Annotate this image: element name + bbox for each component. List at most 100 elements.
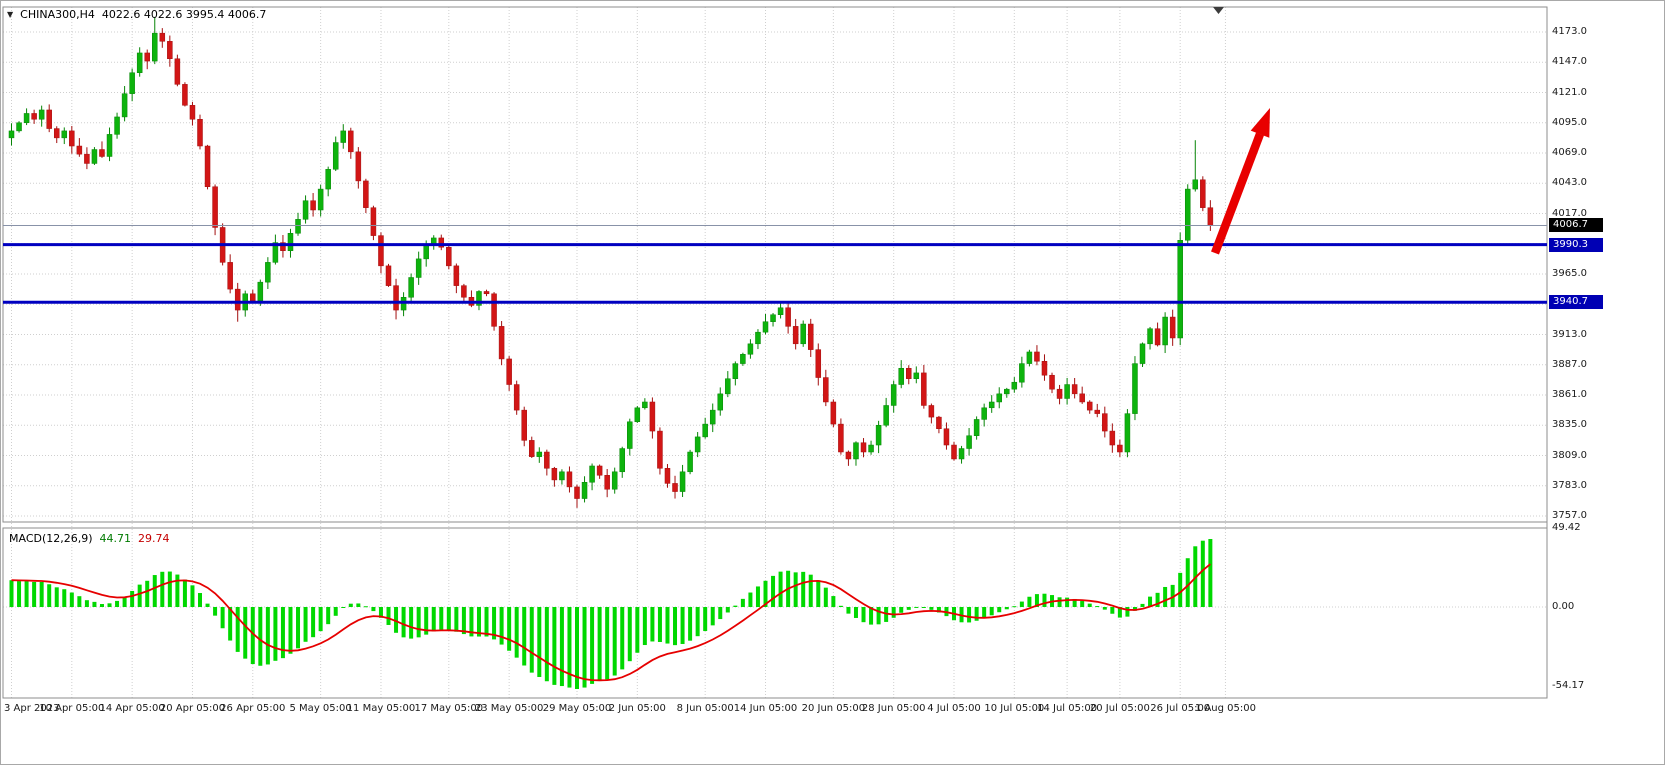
macd-histogram-bar (499, 607, 504, 645)
macd-layer (9, 539, 1213, 689)
candle-body (1124, 413, 1131, 453)
price-axis[interactable] (1548, 1, 1664, 699)
macd-histogram-bar (936, 607, 941, 613)
macd-histogram-bar (1042, 593, 1047, 607)
candle-body (725, 378, 731, 395)
macd-histogram-bar (537, 607, 542, 677)
candle-body (234, 288, 241, 311)
trend-arrow-shaft[interactable] (1211, 132, 1264, 255)
macd-histogram-bar (906, 607, 911, 610)
candle-body (566, 471, 573, 488)
macd-histogram-bar (620, 607, 625, 670)
chart-shift-marker-icon[interactable] (1213, 7, 1224, 14)
macd-histogram-bar (446, 607, 451, 630)
macd-histogram-bar (529, 607, 534, 673)
macd-histogram-bar (740, 598, 745, 607)
candle-body (197, 119, 203, 147)
candle-body (189, 105, 196, 120)
candle-body (272, 242, 279, 263)
macd-histogram-bar (122, 596, 127, 607)
macd-histogram-bar (137, 584, 142, 607)
price-badge-level: 3940.7 (1549, 295, 1603, 310)
date-tick-label: 3 Apr 2023 (4, 703, 60, 714)
price-tick-label: 4017.0 (1552, 207, 1587, 219)
macd-histogram-bar (575, 607, 579, 689)
date-tick-label: 1 Aug 05:00 (1194, 703, 1256, 714)
macd-histogram-bar (182, 579, 187, 607)
macd-histogram-bar (280, 607, 285, 659)
macd-histogram-bar (1178, 572, 1183, 607)
macd-histogram-bar (394, 607, 399, 633)
candle-body (385, 265, 392, 286)
candle-body (227, 262, 233, 290)
price-tick-label: 4173.0 (1552, 26, 1587, 37)
macd-signal-line (11, 563, 1211, 682)
macd-histogram-bar (175, 574, 180, 607)
candle-body (627, 421, 633, 449)
macd-histogram-bar (99, 604, 104, 607)
macd-histogram-bar (838, 605, 843, 607)
candle-body (1200, 179, 1206, 208)
annotations-layer[interactable] (1211, 7, 1270, 255)
macd-histogram-bar (1110, 607, 1115, 614)
macd-histogram-bar (1185, 558, 1190, 607)
macd-histogram-bar (755, 586, 760, 607)
candle-body (76, 145, 83, 155)
macd-histogram-bar (250, 607, 255, 665)
date-tick-label: 20 Apr 05:00 (159, 703, 226, 714)
candle-body (740, 354, 746, 364)
levels-layer[interactable] (3, 224, 1547, 304)
macd-histogram-bar (198, 593, 202, 607)
candle-body (800, 323, 806, 345)
candle-body (868, 444, 874, 453)
candle-body (204, 145, 211, 187)
candle-body (461, 285, 467, 298)
candle-body (996, 393, 1002, 403)
candle-body (596, 465, 603, 476)
macd-histogram-bar (326, 607, 331, 625)
macd-histogram-bar (1132, 607, 1137, 611)
price-tick-label: 3757.0 (1552, 510, 1587, 521)
trend-arrow-head[interactable] (1250, 108, 1270, 138)
candle-body (785, 307, 791, 327)
ohlc-readout: 4022.6 4022.6 3995.4 4006.7 (101, 8, 267, 21)
candle-body (1056, 388, 1063, 399)
candle-body (476, 291, 482, 306)
candle-body (23, 113, 30, 123)
candle-body (574, 486, 580, 499)
date-tick-label: 28 Jun 05:00 (861, 703, 926, 714)
candle-body (310, 200, 316, 211)
candle-body (1102, 413, 1108, 432)
candle-body (159, 32, 166, 42)
candle-body (521, 409, 527, 441)
macd-histogram-bar (54, 587, 59, 607)
macd-histogram-bar (929, 607, 934, 610)
candle-body (295, 219, 301, 234)
macd-histogram-bar (627, 607, 632, 662)
macd-histogram-bar (371, 607, 376, 612)
candle-body (694, 436, 701, 453)
candle-body (755, 331, 761, 345)
candle-body (1169, 316, 1176, 339)
chevron-down-icon[interactable]: ▼ (7, 10, 14, 19)
candle-body (875, 425, 882, 446)
candle-body (777, 307, 784, 315)
macd-histogram-bar (861, 607, 866, 623)
macd-histogram-bar (605, 607, 610, 680)
candle-body (951, 444, 957, 460)
price-tick-label: 3861.0 (1552, 389, 1587, 400)
candle-body (551, 468, 558, 481)
macd-histogram-bar (492, 607, 497, 640)
candle-body (1177, 240, 1183, 339)
date-tick-label: 14 Apr 05:00 (99, 703, 165, 714)
macd-histogram-bar (190, 585, 195, 607)
candle-body (363, 180, 369, 208)
candle-body (8, 130, 15, 139)
candle-body (1154, 328, 1161, 346)
date-tick-label: 20 Jun 05:00 (801, 703, 866, 714)
candle-body (883, 405, 889, 426)
price-badge-level: 3990.3 (1549, 237, 1603, 252)
candle-body (152, 32, 158, 62)
candle-body (589, 465, 595, 483)
